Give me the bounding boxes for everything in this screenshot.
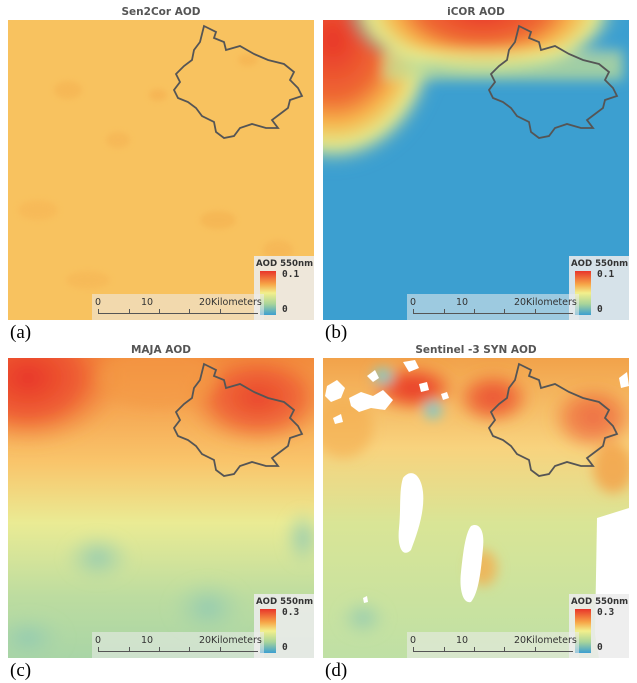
scale-tick	[220, 647, 221, 652]
panel-b: iCOR AOD AOD 550nm 0.1 0 0 10 20 Kilomet…	[323, 4, 629, 344]
legend-colorbar	[260, 271, 276, 315]
scale-label: 10	[456, 635, 469, 646]
legend-min: 0	[597, 642, 603, 653]
scale-label: 20	[199, 297, 212, 308]
panel-title: Sen2Cor AOD	[121, 6, 201, 18]
city-boundary	[172, 362, 304, 477]
legend: AOD 550nm 0.1 0	[254, 256, 314, 320]
scale-tick	[504, 647, 505, 652]
legend: AOD 550nm 0.1 0	[569, 256, 629, 320]
legend: AOD 550nm 0.3 0	[569, 594, 629, 658]
scale-label: 20	[514, 635, 527, 646]
scale-line	[98, 313, 258, 314]
map-sentinel3-syn[interactable]: AOD 550nm 0.3 0 0 10 20 Kilometers	[323, 358, 629, 658]
scale-tick	[413, 647, 414, 652]
scale-tick	[189, 309, 190, 314]
scale-bar: 0 10 20 Kilometers	[92, 632, 264, 658]
legend-max: 0.3	[597, 607, 615, 618]
scale-label: 10	[456, 297, 469, 308]
scale-bar: 0 10 20 Kilometers	[92, 294, 264, 320]
legend-colorbar	[575, 271, 591, 315]
panel-label: (d)	[325, 660, 348, 681]
scale-tick	[189, 647, 190, 652]
city-boundary	[487, 362, 619, 477]
legend-max: 0.1	[597, 269, 615, 280]
city-boundary	[172, 24, 304, 139]
panel-label: (b)	[325, 322, 348, 343]
scale-tick	[504, 309, 505, 314]
panel-label: (a)	[10, 322, 32, 343]
scale-tick	[98, 309, 99, 314]
legend-colorbar	[260, 609, 276, 653]
legend-max: 0.3	[282, 607, 300, 618]
scale-unit: Kilometers	[211, 635, 262, 646]
panel-title: iCOR AOD	[447, 6, 505, 18]
legend-min: 0	[597, 304, 603, 315]
scale-tick	[159, 647, 160, 652]
aod-field	[323, 20, 629, 320]
scale-tick	[474, 647, 475, 652]
scale-label: 0	[95, 635, 102, 646]
legend-title: AOD 550nm	[256, 597, 314, 607]
map-maja[interactable]: AOD 550nm 0.3 0 0 10 20 Kilometers	[8, 358, 314, 658]
panel-label: (c)	[10, 660, 32, 681]
panel-title: Sentinel -3 SYN AOD	[415, 344, 537, 356]
scale-tick	[535, 309, 536, 314]
legend-min: 0	[282, 304, 288, 315]
scale-label: 20	[514, 297, 527, 308]
scale-unit: Kilometers	[526, 635, 577, 646]
scale-line	[98, 651, 258, 652]
scale-label: 10	[141, 635, 154, 646]
panel-d: Sentinel -3 SYN AOD	[323, 342, 629, 682]
map-icor[interactable]: AOD 550nm 0.1 0 0 10 20 Kilometers	[323, 20, 629, 320]
scale-tick	[129, 647, 130, 652]
scale-label: 0	[410, 297, 417, 308]
scale-tick	[413, 309, 414, 314]
scale-tick	[474, 309, 475, 314]
scale-line	[413, 313, 573, 314]
scale-bar: 0 10 20 Kilometers	[407, 294, 579, 320]
city-boundary	[487, 24, 619, 139]
scale-tick	[444, 647, 445, 652]
legend-title: AOD 550nm	[571, 597, 629, 607]
scale-label: 0	[410, 635, 417, 646]
legend-max: 0.1	[282, 269, 300, 280]
map-sen2cor[interactable]: AOD 550nm 0.1 0 0 10 20 Kilometers	[8, 20, 314, 320]
scale-tick	[98, 647, 99, 652]
scale-label: 0	[95, 297, 102, 308]
scale-unit: Kilometers	[526, 297, 577, 308]
aod-field	[8, 20, 314, 320]
panel-c: MAJA AOD AOD 550nm 0.3 0 0 10 20	[8, 342, 314, 682]
panel-title: MAJA AOD	[130, 344, 192, 356]
scale-tick	[129, 309, 130, 314]
scale-label: 10	[141, 297, 154, 308]
scale-line	[413, 651, 573, 652]
legend-title: AOD 550nm	[571, 259, 629, 269]
legend-colorbar	[575, 609, 591, 653]
legend: AOD 550nm 0.3 0	[254, 594, 314, 658]
panel-a: Sen2Cor AOD AOD 550nm 0.1 0 0 10	[8, 4, 314, 344]
scale-label: 20	[199, 635, 212, 646]
scale-bar: 0 10 20 Kilometers	[407, 632, 579, 658]
scale-tick	[159, 309, 160, 314]
legend-title: AOD 550nm	[256, 259, 314, 269]
scale-tick	[220, 309, 221, 314]
scale-tick	[444, 309, 445, 314]
scale-unit: Kilometers	[211, 297, 262, 308]
scale-tick	[535, 647, 536, 652]
legend-min: 0	[282, 642, 288, 653]
